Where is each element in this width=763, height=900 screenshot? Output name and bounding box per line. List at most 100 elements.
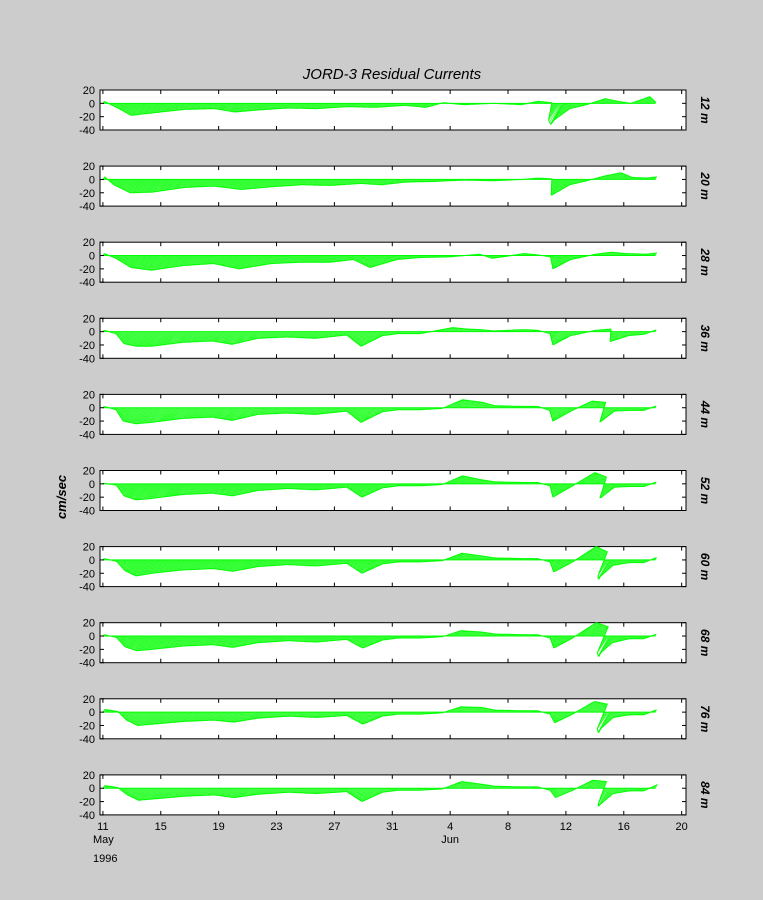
- vector-stick: [551, 179, 563, 196]
- vector-stick: [454, 401, 459, 408]
- vector-stick: [301, 255, 307, 263]
- vector-stick: [369, 179, 374, 185]
- vector-stick: [336, 559, 340, 565]
- vector-stick: [306, 179, 311, 186]
- vector-stick: [191, 331, 199, 343]
- vector-stick: [155, 559, 165, 573]
- vector-stick: [152, 255, 163, 271]
- vector-stick: [138, 103, 147, 115]
- vector-stick: [181, 331, 190, 343]
- vector-stick: [204, 483, 212, 494]
- vector-stick: [286, 179, 292, 186]
- vector-stick: [328, 483, 333, 489]
- vector-stick: [124, 407, 135, 422]
- vector-stick: [267, 635, 272, 643]
- vector-stick: [331, 331, 335, 337]
- vector-stick: [192, 407, 200, 419]
- vector-stick: [156, 559, 166, 573]
- vector-stick: [242, 179, 250, 190]
- vector-stick: [421, 103, 425, 108]
- vector-stick: [206, 179, 212, 187]
- vector-stick: [157, 331, 168, 346]
- vector-stick: [341, 559, 345, 564]
- vector-stick: [314, 559, 320, 567]
- vector-stick: [361, 407, 372, 423]
- vector-stick: [246, 179, 254, 190]
- vector-stick: [248, 331, 256, 341]
- vector-stick: [276, 103, 281, 109]
- vector-stick: [139, 559, 151, 576]
- vector-stick: [378, 179, 383, 185]
- vector-stick: [297, 407, 302, 414]
- vector-stick: [144, 559, 155, 575]
- vector-stick: [464, 554, 469, 561]
- vector-stick: [114, 179, 119, 186]
- vector-stick: [208, 483, 216, 494]
- vector-stick: [211, 103, 216, 109]
- vector-stick: [356, 407, 365, 420]
- vector-stick: [358, 103, 362, 108]
- vector-stick: [195, 483, 203, 495]
- vector-stick: [563, 483, 569, 492]
- vector-stick: [288, 559, 293, 565]
- vector-stick: [245, 483, 252, 494]
- vector-stick: [310, 407, 315, 415]
- vector-stick: [170, 483, 179, 497]
- vector-stick: [324, 559, 329, 566]
- vector-stick: [192, 179, 198, 188]
- vector-stick: [147, 331, 158, 347]
- vector-stick: [357, 407, 366, 420]
- vector-stick: [249, 483, 256, 493]
- vector-stick: [218, 179, 224, 187]
- vector-stick: [455, 476, 462, 484]
- vector-stick: [320, 559, 325, 566]
- vector-stick: [225, 255, 233, 267]
- vector-stick: [177, 407, 186, 420]
- vector-stick: [349, 255, 354, 261]
- vector-stick: [207, 179, 213, 187]
- vector-stick: [138, 179, 148, 193]
- vector-stick: [378, 483, 383, 490]
- vector-stick: [336, 179, 342, 186]
- vector-stick: [207, 635, 215, 646]
- vector-stick: [214, 635, 222, 646]
- vector-stick: [154, 635, 164, 650]
- vector-stick: [314, 635, 319, 643]
- vector-stick: [126, 331, 136, 345]
- vector-stick: [136, 103, 145, 115]
- vector-stick: [214, 559, 221, 569]
- vector-stick: [372, 559, 379, 569]
- vector-stick: [474, 555, 478, 561]
- vector-stick: [129, 635, 138, 649]
- vector-stick: [455, 328, 459, 332]
- vector-stick: [149, 331, 160, 347]
- vector-stick: [351, 179, 355, 185]
- vector-stick: [299, 331, 304, 338]
- vector-stick: [360, 331, 370, 346]
- vector-stick: [620, 173, 625, 180]
- vector-stick: [296, 255, 302, 263]
- vector-stick: [279, 103, 284, 109]
- vector-stick: [301, 483, 306, 490]
- vector-stick: [377, 103, 381, 108]
- vector-stick: [132, 255, 141, 268]
- vector-stick: [237, 559, 245, 571]
- vector-stick: [241, 179, 249, 190]
- vector-stick: [345, 179, 350, 185]
- vector-stick: [550, 179, 561, 194]
- vector-stick: [203, 407, 210, 418]
- vector-stick: [208, 407, 216, 418]
- vector-stick: [623, 331, 628, 338]
- vector-stick: [239, 635, 247, 647]
- vector-stick: [244, 255, 254, 269]
- vector-stick: [370, 103, 375, 108]
- vector-stick: [459, 399, 465, 408]
- vector-stick: [234, 103, 241, 113]
- vector-stick: [126, 255, 133, 265]
- vector-stick: [346, 407, 349, 412]
- vector-stick: [594, 549, 603, 561]
- vector-stick: [467, 554, 472, 561]
- vector-stick: [268, 483, 273, 490]
- vector-stick: [378, 331, 383, 338]
- vector-stick: [167, 331, 177, 345]
